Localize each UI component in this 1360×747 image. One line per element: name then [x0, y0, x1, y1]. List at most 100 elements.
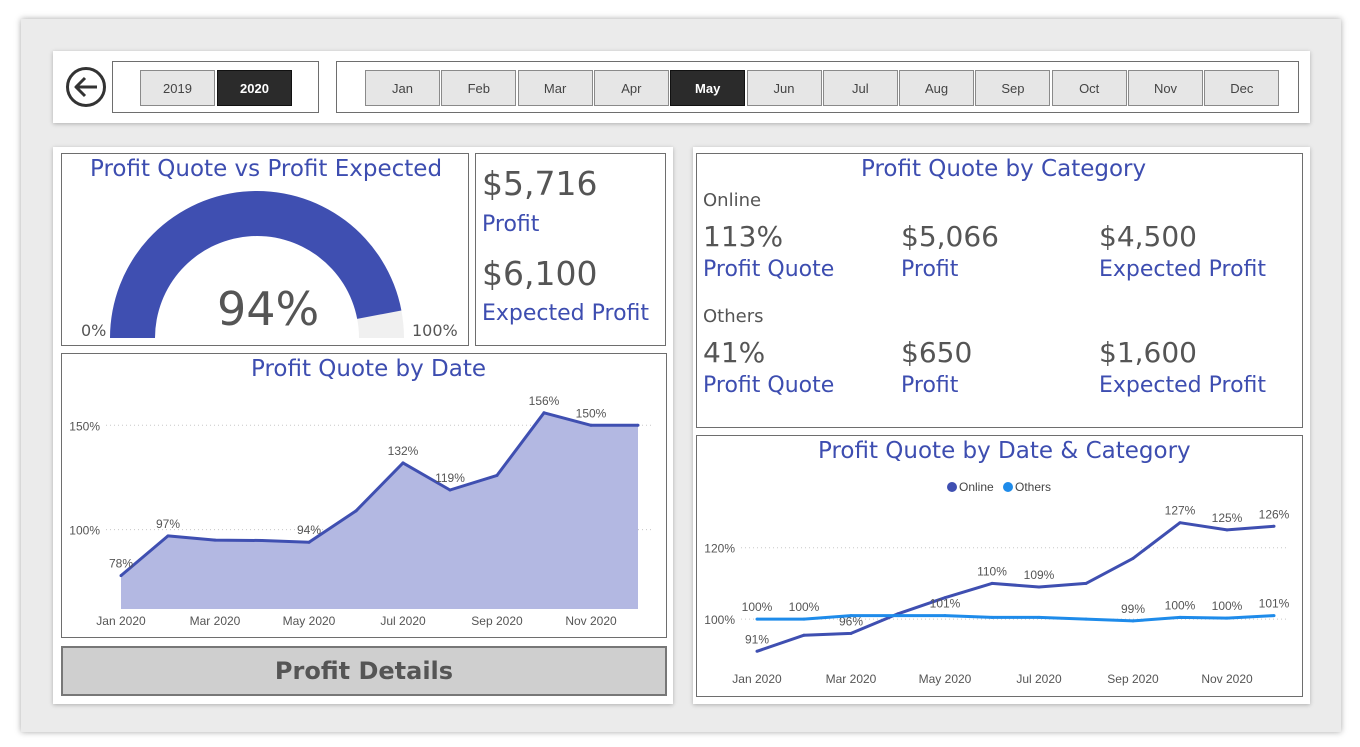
others-profit-value: $650	[901, 336, 973, 369]
data-label: 109%	[1024, 568, 1055, 582]
x-tick-label: Mar 2020	[826, 672, 877, 686]
profit-quote-by-date-category-card: Profit Quote by Date & Category 100% 120%…	[696, 435, 1303, 697]
data-label: 96%	[839, 614, 863, 628]
month-option-nov[interactable]: Nov	[1128, 70, 1203, 106]
data-label: 156%	[529, 394, 560, 408]
month-slicer: Jan Feb Mar Apr May Jun Jul Aug Sep Oct Nov Dec	[336, 61, 1299, 113]
month-option-oct[interactable]: Oct	[1051, 70, 1127, 106]
month-option-mar[interactable]: Mar	[517, 70, 593, 106]
group-online-name: Online	[703, 190, 762, 211]
data-point	[755, 649, 759, 653]
data-label: 125%	[1212, 511, 1243, 525]
data-point	[1178, 615, 1182, 619]
profit-value: $5,716	[482, 164, 598, 203]
month-option-sep[interactable]: Sep	[975, 70, 1051, 106]
data-point	[1084, 617, 1088, 621]
year-option-2019[interactable]: 2019	[140, 70, 215, 106]
online-profit-value: $5,066	[901, 220, 999, 253]
month-option-aug[interactable]: Aug	[899, 70, 975, 106]
others-expected-value: $1,600	[1099, 336, 1197, 369]
year-option-2020[interactable]: 2020	[217, 70, 292, 106]
data-point	[448, 488, 452, 492]
data-point	[589, 423, 593, 427]
data-label: 100%	[1165, 598, 1196, 612]
x-tick-label: Mar 2020	[190, 614, 241, 628]
month-option-jun[interactable]: Jun	[746, 70, 822, 106]
back-arrow-icon[interactable]	[65, 66, 107, 108]
data-point	[1225, 528, 1229, 532]
data-label: 91%	[745, 632, 769, 646]
online-expected-label: Expected Profit	[1099, 257, 1267, 282]
online-quote-label: Profit Quote	[703, 257, 835, 282]
data-point	[1225, 616, 1229, 620]
month-option-jan[interactable]: Jan	[365, 70, 440, 106]
area-fill	[121, 412, 638, 609]
data-label: 100%	[742, 600, 773, 614]
data-label: 99%	[1121, 602, 1145, 616]
data-point	[354, 509, 358, 513]
data-point	[636, 423, 640, 427]
others-expected-label: Expected Profit	[1099, 373, 1267, 398]
area-chart: 100% 150% 78% 97% 94% 132% 119% 156% 150% Jan 202…	[69, 394, 652, 628]
data-point	[896, 614, 900, 618]
month-option-feb[interactable]: Feb	[441, 70, 517, 106]
data-point	[401, 461, 405, 465]
gauge-title: Profit Quote vs Profit Expected	[90, 156, 443, 182]
data-point	[802, 633, 806, 637]
data-label: 94%	[297, 523, 321, 537]
x-tick-label: May 2020	[283, 614, 336, 628]
group-others-name: Others	[703, 306, 764, 327]
online-expected-value: $4,500	[1099, 220, 1197, 253]
month-option-apr[interactable]: Apr	[593, 70, 669, 106]
data-point	[1131, 556, 1135, 560]
data-point	[1084, 581, 1088, 585]
gauge-fill	[110, 190, 402, 338]
category-card: Profit Quote by Category Online 113% Pro…	[696, 153, 1303, 428]
data-point	[849, 631, 853, 635]
x-tick-label: Sep 2020	[1107, 672, 1159, 686]
x-tick-label: Nov 2020	[1201, 672, 1253, 686]
gauge-card: Profit Quote vs Profit Expected 94% 0% 1…	[61, 153, 469, 346]
gauge-max-label: 100%	[412, 321, 458, 340]
month-option-jul[interactable]: Jul	[822, 70, 898, 106]
month-option-dec[interactable]: Dec	[1204, 70, 1280, 106]
data-point	[495, 473, 499, 477]
series-line-others	[757, 614, 1275, 623]
data-point	[990, 581, 994, 585]
year-slicer: 2019 2020	[112, 61, 319, 113]
data-label: 127%	[1165, 504, 1196, 518]
profit-details-label: Profit Details	[274, 657, 454, 685]
data-point	[943, 614, 947, 618]
x-tick-label: May 2020	[919, 672, 972, 686]
others-quote-label: Profit Quote	[703, 373, 835, 398]
kpi-card: $5,716 Profit $6,100 Expected Profit	[475, 153, 666, 346]
x-tick-label: Jan 2020	[732, 672, 782, 686]
data-label: 100%	[1212, 599, 1243, 613]
series-line-online	[756, 521, 1275, 653]
data-label: 119%	[435, 471, 465, 485]
x-tick-label: Jul 2020	[380, 614, 426, 628]
area-chart-title: Profit Quote by Date	[251, 356, 487, 382]
data-label: 150%	[576, 406, 607, 420]
data-label: 97%	[156, 517, 180, 531]
data-point	[1272, 524, 1276, 528]
profit-details-button[interactable]: Profit Details	[61, 646, 667, 696]
data-label: 78%	[109, 557, 133, 571]
month-option-may[interactable]: May	[670, 70, 746, 106]
line-chart: 100% 120% Online Others 91% 96% 110% 109% 127% 12…	[704, 480, 1290, 686]
data-label: 110%	[977, 564, 1007, 578]
legend-entry: Others	[1015, 480, 1051, 494]
data-point	[119, 574, 123, 578]
x-tick-label: Sep 2020	[471, 614, 523, 628]
data-label: 132%	[388, 444, 419, 458]
line-chart-title: Profit Quote by Date & Category	[818, 438, 1191, 464]
data-point	[990, 615, 994, 619]
category-card-title: Profit Quote by Category	[861, 156, 1147, 182]
legend-marker	[947, 482, 957, 492]
data-label: 126%	[1259, 507, 1290, 521]
x-tick-label: Nov 2020	[565, 614, 617, 628]
data-point	[755, 617, 759, 621]
online-profit-label: Profit	[901, 257, 959, 282]
data-label: 101%	[1259, 597, 1290, 611]
data-point	[260, 539, 264, 543]
